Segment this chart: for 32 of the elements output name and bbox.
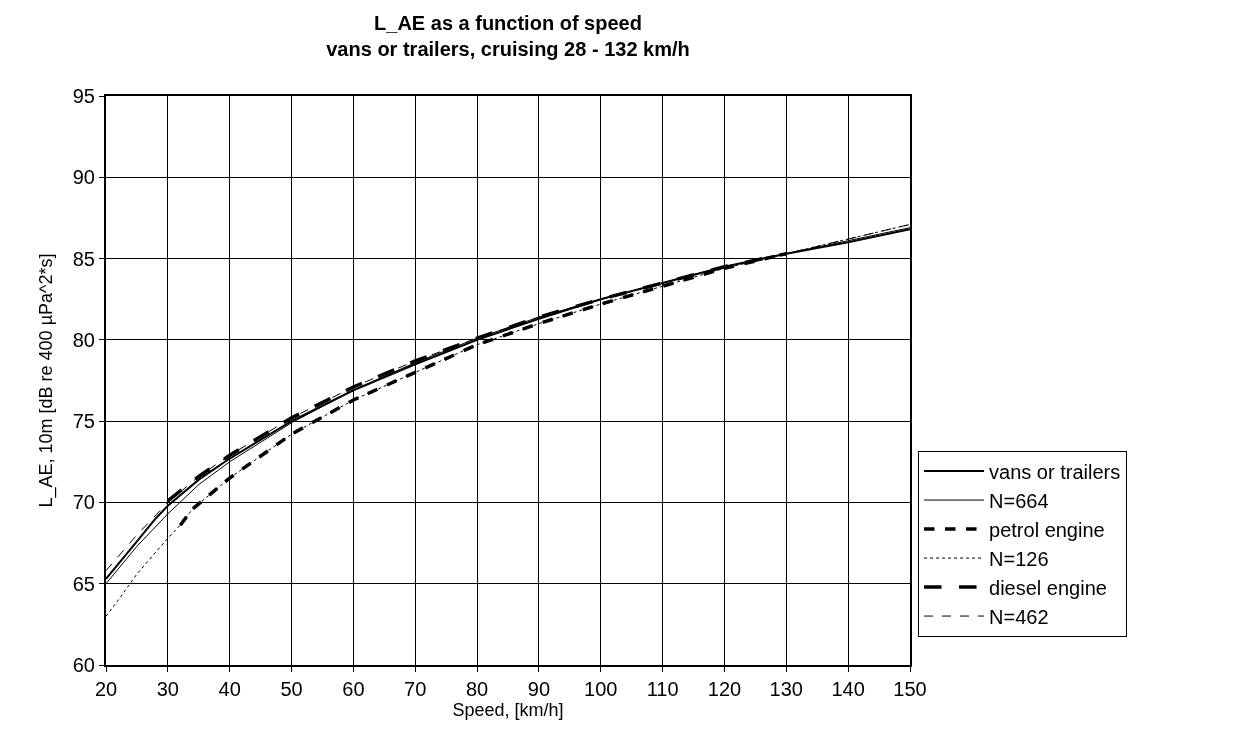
x-tick-label: 80 bbox=[465, 678, 489, 700]
x-axis-title: Speed, [km/h] bbox=[452, 700, 564, 720]
y-tick-label: 65 bbox=[72, 572, 95, 595]
legend-label: N=126 bbox=[989, 547, 1049, 570]
x-tick-label: 150 bbox=[893, 678, 927, 700]
y-tick-label: 60 bbox=[72, 654, 95, 676]
legend-label: N=664 bbox=[989, 489, 1049, 512]
y-tick-label: 80 bbox=[72, 328, 95, 351]
x-tick-label: 130 bbox=[769, 678, 803, 700]
y-tick-label: 90 bbox=[72, 166, 95, 189]
x-tick-label: 60 bbox=[342, 678, 365, 700]
x-tick-label: 110 bbox=[646, 678, 679, 700]
x-tick-label: 70 bbox=[404, 678, 427, 700]
y-axis-title: L_AE, 10m [dB re 400 µPa^2*s] bbox=[36, 253, 58, 508]
y-tick-label: 75 bbox=[72, 410, 95, 433]
y-tick-label: 70 bbox=[72, 491, 95, 514]
x-tick-label: 120 bbox=[707, 678, 742, 700]
legend-label: petrol engine bbox=[989, 518, 1105, 541]
x-tick-label: 30 bbox=[156, 678, 179, 700]
x-tick-label: 40 bbox=[218, 678, 241, 700]
legend-label: diesel engine bbox=[989, 576, 1107, 599]
y-tick-label: 95 bbox=[72, 85, 95, 107]
x-tick-label: 20 bbox=[94, 678, 118, 700]
chart-subtitle: vans or trailers, cruising 28 - 132 km/h bbox=[326, 38, 690, 61]
x-tick-label: 100 bbox=[584, 678, 618, 700]
legend-label: vans or trailers bbox=[989, 460, 1121, 483]
legend-label: N=462 bbox=[989, 605, 1049, 628]
x-tick-label: 140 bbox=[831, 678, 865, 700]
x-tick-label: 50 bbox=[280, 678, 303, 700]
y-tick-label: 85 bbox=[72, 247, 95, 270]
chart-title: L_AE as a function of speed bbox=[374, 12, 642, 35]
x-tick-label: 90 bbox=[527, 678, 551, 700]
